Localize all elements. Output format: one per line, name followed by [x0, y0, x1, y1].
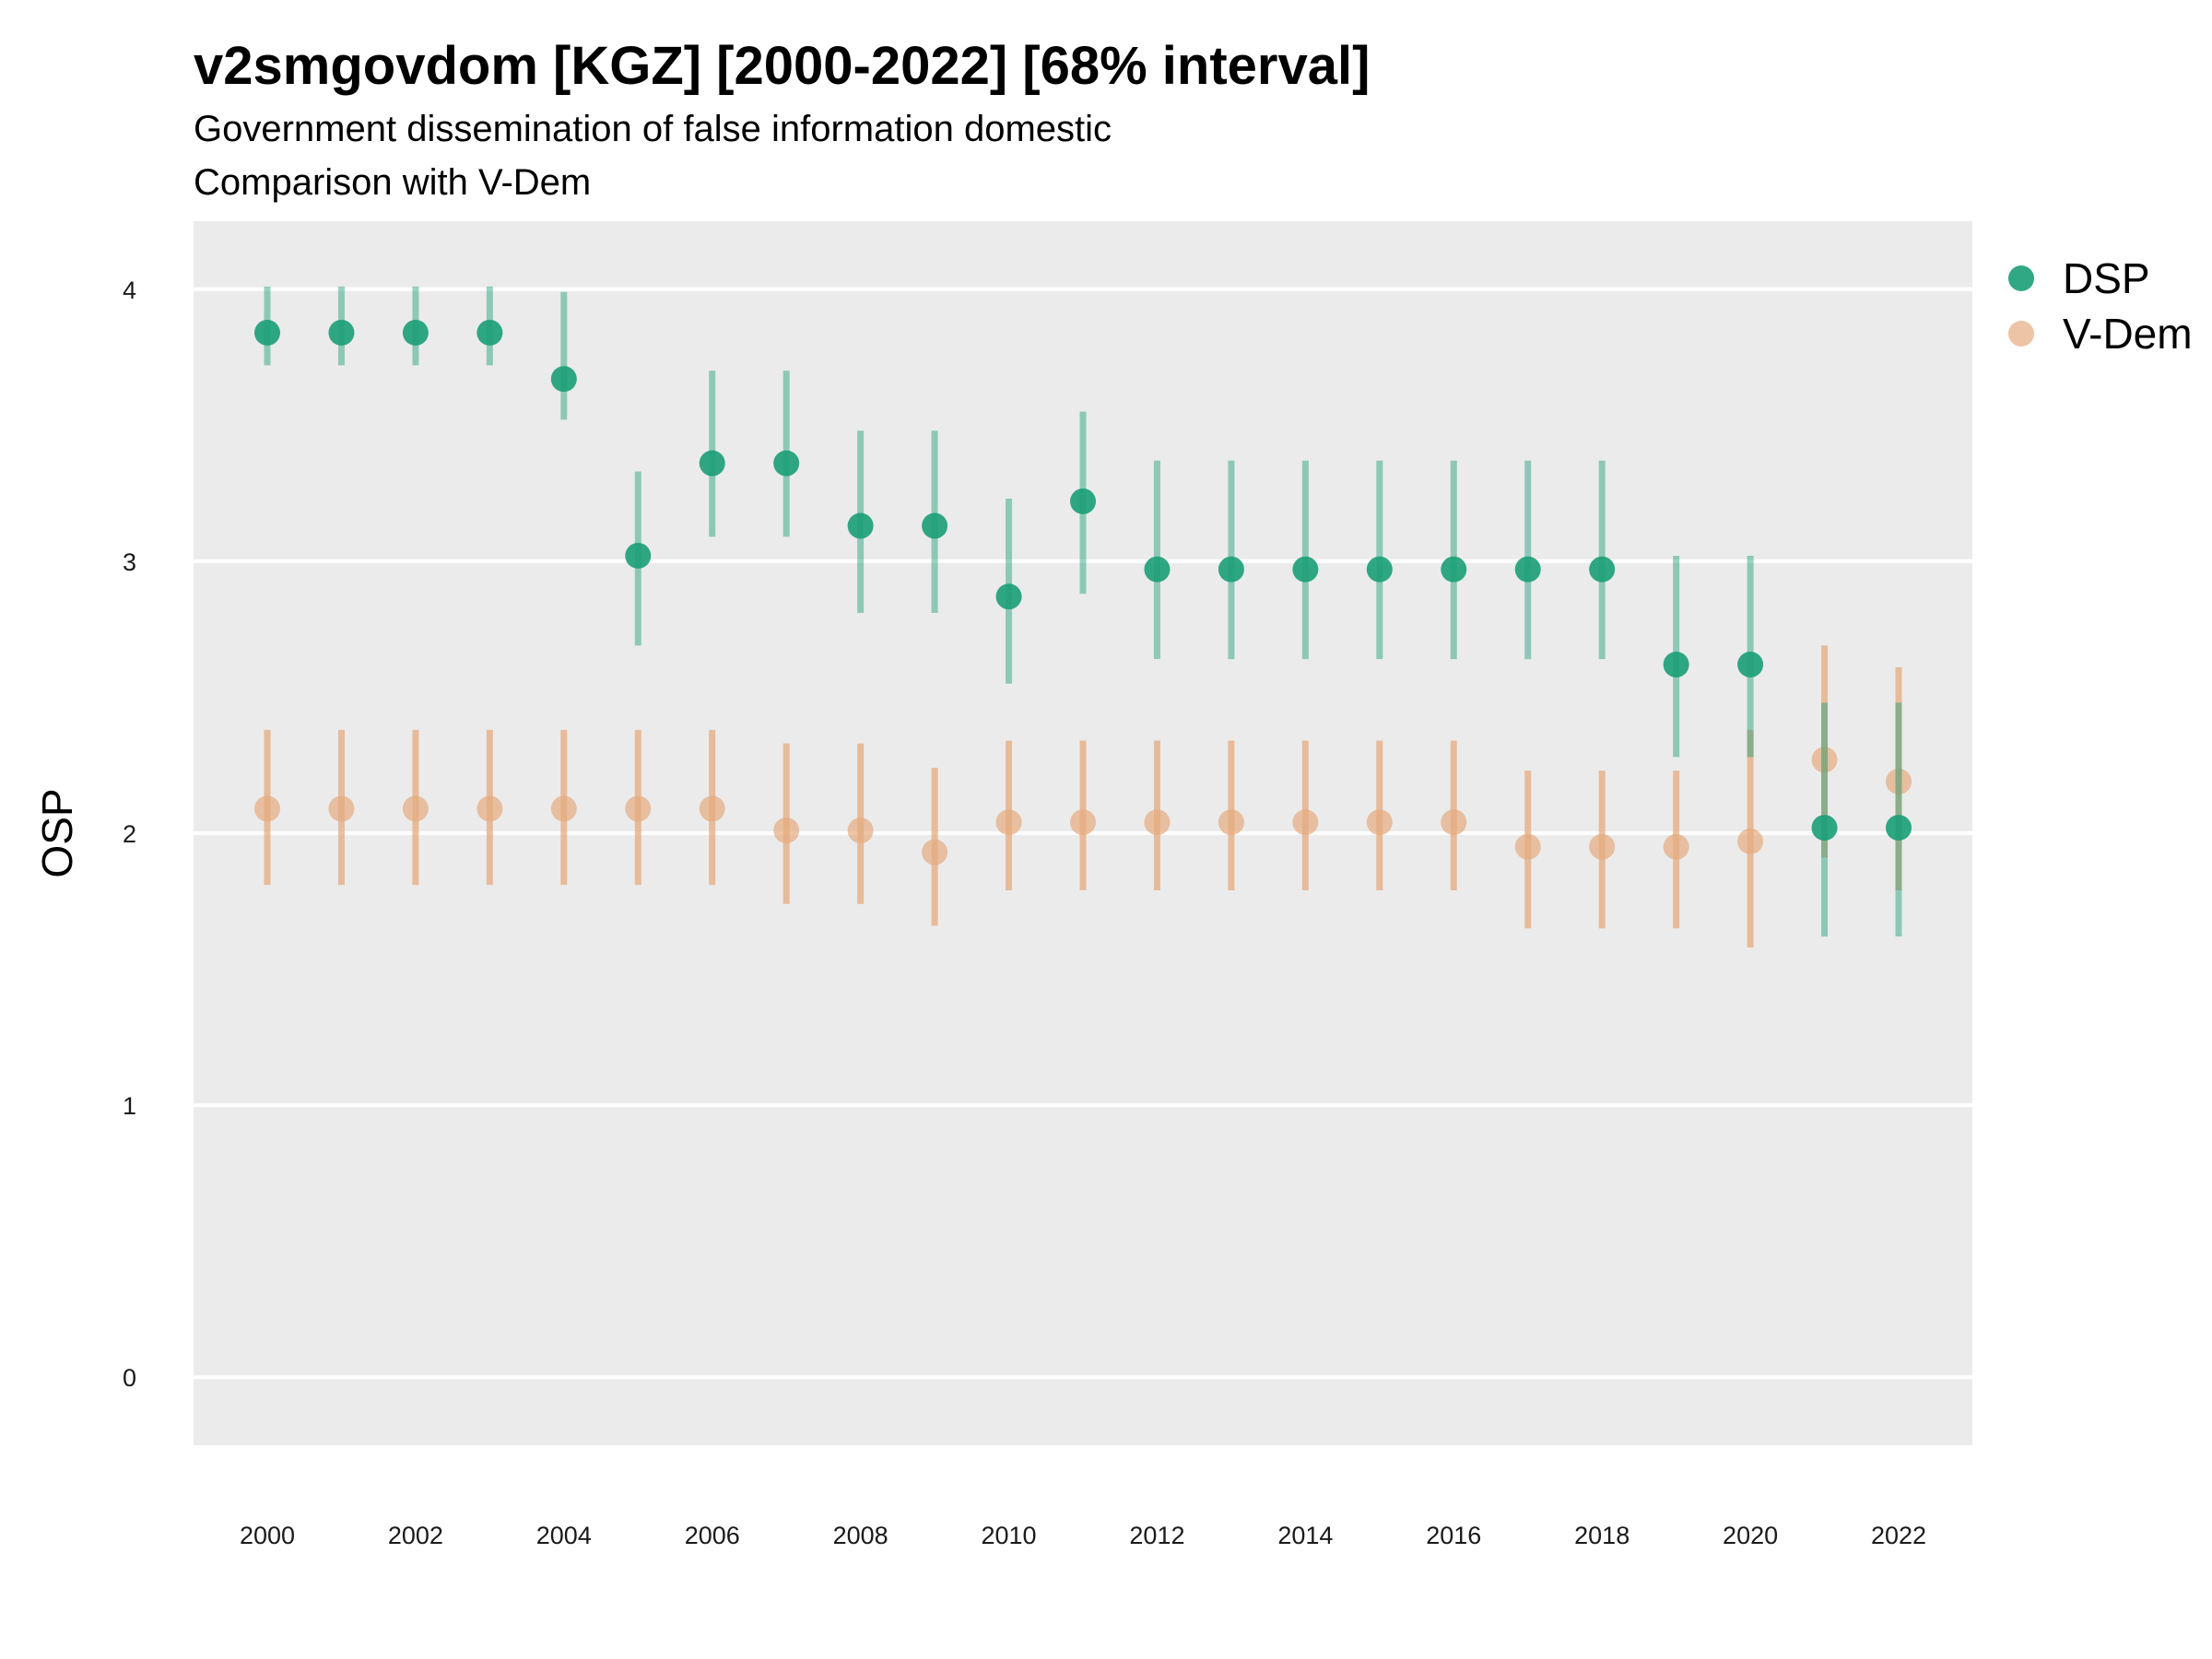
point-v-dem [699, 795, 725, 822]
point-dsp [1811, 815, 1838, 841]
point-v-dem [625, 795, 652, 822]
x-tick-label: 2020 [1723, 1522, 1778, 1549]
point-dsp [254, 319, 280, 346]
point-dsp [1070, 488, 1096, 514]
legend: DSP V-Dem [2008, 254, 2193, 358]
point-v-dem [328, 795, 355, 822]
legend-label-v-dem: V-Dem [2063, 310, 2193, 358]
point-v-dem [922, 839, 948, 865]
point-v-dem [1292, 809, 1319, 836]
legend-label-dsp: DSP [2063, 254, 2150, 302]
point-v-dem [254, 795, 280, 822]
x-tick-label: 2000 [240, 1522, 295, 1549]
point-dsp [625, 542, 652, 569]
chart-subtitle-line-1: Government dissemination of false inform… [194, 109, 1112, 149]
y-tick-label: 0 [123, 1364, 136, 1392]
x-tick-label: 2002 [388, 1522, 443, 1549]
point-dsp [477, 319, 503, 346]
y-tick-label: 1 [123, 1092, 136, 1120]
point-dsp [550, 366, 577, 393]
y-axis-ticks: 0 1 2 3 4 [123, 276, 136, 1392]
point-v-dem [847, 818, 874, 844]
point-v-dem [1514, 833, 1541, 860]
point-v-dem [1070, 809, 1096, 836]
point-dsp [1589, 556, 1616, 582]
series-v-dem [254, 645, 1912, 947]
point-dsp [1886, 815, 1912, 841]
point-v-dem [1589, 833, 1616, 860]
point-v-dem [1441, 809, 1467, 836]
x-tick-label: 2018 [1574, 1522, 1630, 1549]
point-dsp [328, 319, 355, 346]
x-tick-label: 2010 [982, 1522, 1037, 1549]
y-tick-label: 2 [123, 820, 136, 848]
point-v-dem [1886, 768, 1912, 794]
point-v-dem [550, 795, 577, 822]
legend-key-dsp [2008, 265, 2034, 291]
point-v-dem [402, 795, 429, 822]
x-tick-label: 2008 [833, 1522, 888, 1549]
point-v-dem [1737, 828, 1764, 854]
point-dsp [995, 583, 1022, 610]
point-v-dem [1144, 809, 1171, 836]
series-dsp [254, 286, 1912, 937]
point-dsp [699, 450, 725, 477]
point-v-dem [1366, 809, 1393, 836]
series-layer [254, 286, 1912, 947]
x-axis-ticks: 2000 2002 2004 2006 2008 2010 2012 2014 2016 2018… [240, 1522, 1926, 1549]
y-tick-label: 4 [123, 276, 136, 304]
legend-key-v-dem [2008, 321, 2034, 347]
point-dsp [1144, 556, 1171, 582]
point-v-dem [773, 818, 800, 844]
point-dsp [847, 512, 874, 539]
point-dsp [1663, 652, 1689, 678]
y-axis-title: OSP [33, 788, 81, 877]
x-tick-label: 2012 [1129, 1522, 1184, 1549]
point-dsp [1441, 556, 1467, 582]
point-dsp [1514, 556, 1541, 582]
chart-subtitle-line-2: Comparison with V-Dem [194, 162, 592, 203]
point-v-dem [995, 809, 1022, 836]
point-dsp [1366, 556, 1393, 582]
point-dsp [1737, 652, 1764, 678]
point-dsp [1218, 556, 1244, 582]
x-tick-label: 2006 [685, 1522, 740, 1549]
chart-title: v2smgovdom [KGZ] [2000-2022] [68% interv… [194, 36, 1371, 96]
point-dsp [922, 512, 948, 539]
point-v-dem [1663, 833, 1689, 860]
x-tick-label: 2004 [536, 1522, 592, 1549]
y-tick-label: 3 [123, 548, 136, 576]
point-dsp [773, 450, 800, 477]
point-v-dem [1218, 809, 1244, 836]
point-dsp [1292, 556, 1319, 582]
point-v-dem [477, 795, 503, 822]
x-tick-label: 2014 [1277, 1522, 1333, 1549]
x-tick-label: 2022 [1871, 1522, 1926, 1549]
point-v-dem [1811, 747, 1838, 773]
x-tick-label: 2016 [1426, 1522, 1481, 1549]
point-dsp [402, 319, 429, 346]
